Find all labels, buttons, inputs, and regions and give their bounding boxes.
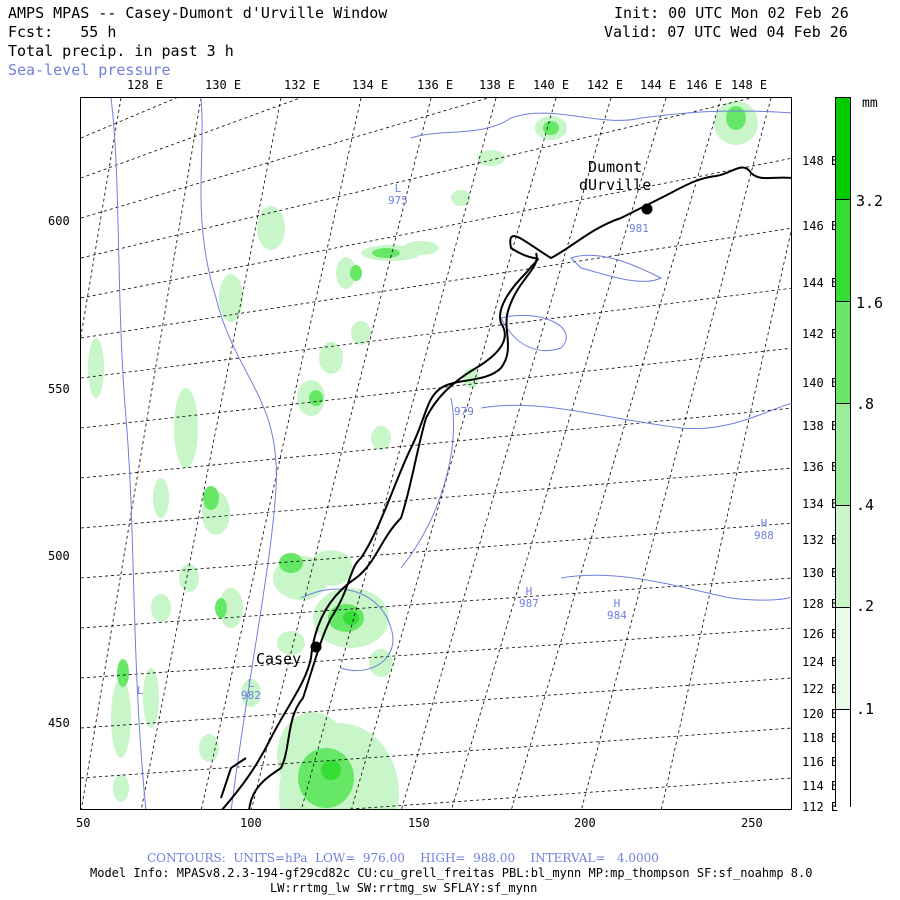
colorbar-label: 3.2 (856, 192, 884, 210)
left-tick: 450 (48, 716, 70, 730)
pressure-label: L 982 (241, 677, 261, 702)
left-tick: 500 (48, 549, 70, 563)
colorbar (835, 97, 851, 808)
left-tick: 600 (48, 214, 70, 228)
pressure-label: 981 (629, 222, 649, 235)
right-tick: 112 E (802, 800, 839, 814)
left-tick: 550 (48, 382, 70, 396)
model-info: Model Info: MPASv8.2.3-194-gf29cd82c CU:… (90, 866, 813, 880)
right-tick: 116 E (802, 755, 839, 769)
top-tick: 140 E (533, 78, 570, 92)
right-tick: 146 E (802, 219, 839, 233)
colorbar-label: .2 (856, 597, 875, 615)
bottom-tick: 150 (408, 816, 430, 830)
colorbar-label: .1 (856, 700, 875, 718)
contour-info: CONTOURS: UNITS=hPa LOW= 976.00 HIGH= 98… (147, 851, 659, 865)
right-tick: 122 E (802, 682, 839, 696)
right-tick: 136 E (802, 460, 839, 474)
top-tick: 148 E (731, 78, 768, 92)
colorbar-bin (836, 302, 850, 404)
pressure-label: 979 (454, 405, 474, 418)
colorbar-bin (836, 506, 850, 608)
top-tick: 130 E (205, 78, 242, 92)
colorbar-unit: mm (862, 96, 878, 111)
overlay-name: Sea-level pressure (8, 61, 171, 79)
top-tick: 146 E (686, 78, 723, 92)
right-tick: 138 E (802, 419, 839, 433)
forecast-hour: Fcst: 55 h (8, 23, 117, 41)
valid-time: Valid: 07 UTC Wed 04 Feb 26 (604, 23, 848, 41)
right-tick: 144 E (802, 276, 839, 290)
dumont-durville-marker[interactable] (641, 203, 653, 215)
station-label-dumont: Dumont dUrville (579, 158, 652, 194)
bottom-tick: 250 (741, 816, 763, 830)
init-time: Init: 00 UTC Mon 02 Feb 26 (614, 4, 849, 22)
pressure-label: H 987 (519, 585, 539, 610)
colorbar-bin (836, 710, 850, 808)
bottom-tick: 100 (240, 816, 262, 830)
right-tick: 148 E (802, 154, 839, 168)
colorbar-label: 1.6 (856, 294, 884, 312)
colorbar-label: .8 (856, 395, 875, 413)
map-svg (81, 98, 791, 809)
pressure-label: H 984 (607, 597, 627, 622)
colorbar-bin (836, 200, 850, 302)
station-label-casey: Casey (256, 650, 302, 668)
map-panel: Dumont dUrville Casey L 975 981 979 H 988 … (80, 97, 792, 810)
right-tick: 128 E (802, 597, 839, 611)
model-info-line2: LW:rrtmg_lw SW:rrtmg_sw SFLAY:sf_mynn (270, 881, 538, 895)
right-tick: 142 E (802, 327, 839, 341)
top-tick: 134 E (352, 78, 389, 92)
top-tick: 142 E (587, 78, 624, 92)
top-tick: 138 E (479, 78, 516, 92)
right-tick: 140 E (802, 376, 839, 390)
pressure-label: L (137, 684, 144, 697)
graticule (81, 98, 791, 809)
pressure-contours (110, 98, 791, 809)
top-tick: 144 E (640, 78, 677, 92)
top-tick: 128 E (127, 78, 164, 92)
coastline (220, 166, 791, 809)
top-tick: 136 E (417, 78, 454, 92)
field-name: Total precip. in past 3 h (8, 42, 234, 60)
right-tick: 118 E (802, 731, 839, 745)
right-tick: 126 E (802, 627, 839, 641)
colorbar-bin (836, 404, 850, 506)
top-tick: 132 E (284, 78, 321, 92)
right-tick: 130 E (802, 566, 839, 580)
colorbar-bin (836, 608, 850, 710)
right-tick: 114 E (802, 779, 839, 793)
colorbar-label: .4 (856, 496, 875, 514)
bottom-tick: 200 (574, 816, 596, 830)
bottom-tick: 50 (76, 816, 91, 830)
map-title: AMPS MPAS -- Casey-Dumont d'Urville Wind… (8, 4, 388, 22)
pressure-label: L 975 (388, 182, 408, 207)
right-tick: 120 E (802, 707, 839, 721)
right-tick: 134 E (802, 497, 839, 511)
right-tick: 132 E (802, 533, 839, 547)
right-tick: 124 E (802, 655, 839, 669)
casey-marker[interactable] (310, 641, 322, 653)
colorbar-bin (836, 98, 850, 200)
pressure-label: H 988 (754, 517, 774, 542)
